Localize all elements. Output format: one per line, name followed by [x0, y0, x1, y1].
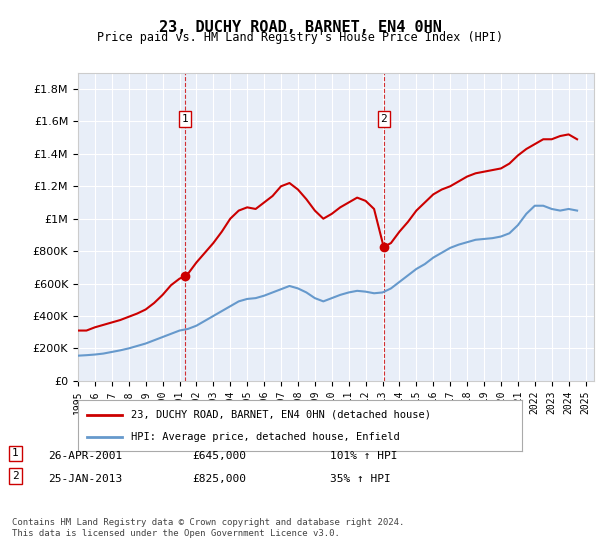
- Text: HPI: Average price, detached house, Enfield: HPI: Average price, detached house, Enfi…: [131, 432, 400, 442]
- Text: 1: 1: [12, 449, 19, 459]
- Text: 101% ↑ HPI: 101% ↑ HPI: [330, 451, 398, 461]
- Text: 2: 2: [12, 471, 19, 481]
- Text: 2: 2: [380, 114, 387, 124]
- Text: £825,000: £825,000: [192, 474, 246, 484]
- Text: £645,000: £645,000: [192, 451, 246, 461]
- Text: Contains HM Land Registry data © Crown copyright and database right 2024.
This d: Contains HM Land Registry data © Crown c…: [12, 518, 404, 538]
- Text: 1: 1: [182, 114, 188, 124]
- Text: 25-JAN-2013: 25-JAN-2013: [48, 474, 122, 484]
- Text: 23, DUCHY ROAD, BARNET, EN4 0HN (detached house): 23, DUCHY ROAD, BARNET, EN4 0HN (detache…: [131, 409, 431, 419]
- Text: 23, DUCHY ROAD, BARNET, EN4 0HN: 23, DUCHY ROAD, BARNET, EN4 0HN: [158, 20, 442, 35]
- Text: Price paid vs. HM Land Registry's House Price Index (HPI): Price paid vs. HM Land Registry's House …: [97, 31, 503, 44]
- Text: 26-APR-2001: 26-APR-2001: [48, 451, 122, 461]
- Text: 35% ↑ HPI: 35% ↑ HPI: [330, 474, 391, 484]
